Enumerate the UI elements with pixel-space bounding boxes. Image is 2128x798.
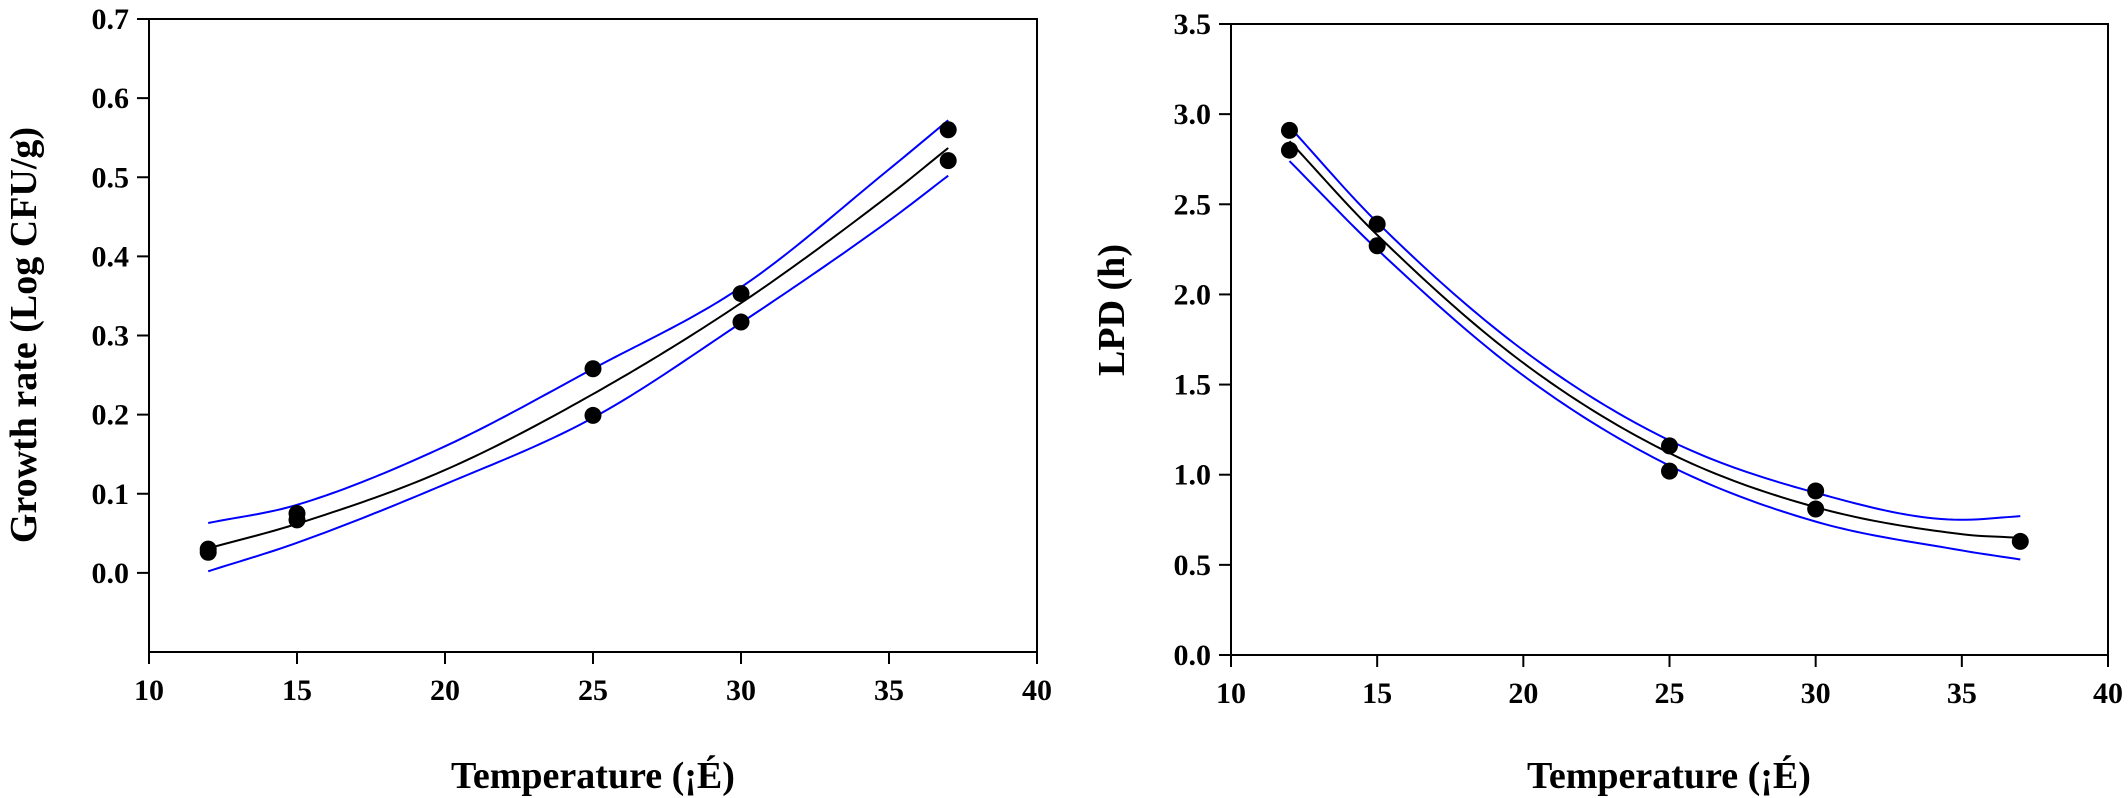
lpd-data-point xyxy=(1280,141,1298,159)
y-tick-label: 0.5 xyxy=(92,161,130,194)
y-tick-label: 0.5 xyxy=(1174,549,1212,582)
chart-panel-lpd: 10 15 20 25 30 35 40 0.0 0.5 1.0 1.5 2.0 2.5 3.0 3.5 T… xyxy=(1091,8,2123,797)
growth-rate-data-point xyxy=(584,360,602,378)
y-tick-label: 0.7 xyxy=(92,3,130,36)
x-tick-label: 35 xyxy=(1947,677,1977,710)
x-axis-title: Temperature (¡É) xyxy=(451,755,735,797)
growth-rate-data-point xyxy=(288,511,306,529)
lpd-data-point xyxy=(1368,215,1386,233)
y-tick-label: 0.6 xyxy=(92,82,130,115)
lpd-data-point xyxy=(2011,532,2029,550)
x-axis-title: Temperature (¡É) xyxy=(1527,755,1811,797)
x-tick-label: 20 xyxy=(430,674,460,707)
growth-rate-marks: 10 15 20 25 30 35 40 0.0 0.1 0.2 0.3 0.4 0.5 0.6 0.7 xyxy=(92,3,1053,707)
lpd-data-point xyxy=(1661,437,1678,455)
growth-rate-upper-confidence-band xyxy=(208,119,949,525)
y-tick-label: 0.1 xyxy=(92,478,130,511)
y-tick-label: 0.4 xyxy=(92,240,130,273)
y-tick-label: 0.0 xyxy=(92,557,130,590)
lpd-lower-confidence-band xyxy=(1288,160,2021,561)
y-tick-label: 2.5 xyxy=(1174,188,1212,221)
x-tick-label: 15 xyxy=(282,674,312,707)
lpd-upper-confidence-band xyxy=(1288,126,2021,521)
y-tick-label: 0.2 xyxy=(92,399,130,432)
x-tick-label: 30 xyxy=(1801,677,1831,710)
y-axis-title: LPD (h) xyxy=(1091,244,1133,376)
growth-rate-data-point xyxy=(939,121,957,139)
lpd-data-point xyxy=(1280,121,1298,139)
y-tick-label: 3.5 xyxy=(1174,8,1212,41)
chart-panel-growth-rate: 10 15 20 25 30 35 40 0.0 0.1 0.2 0.3 0.4 0.5 0.6 0.7 T… xyxy=(3,3,1052,797)
lpd-marks: 10 15 20 25 30 35 40 0.0 0.5 1.0 1.5 2.0 2.5 3.0 3.5 xyxy=(1174,8,2124,710)
y-tick-label: 1.5 xyxy=(1174,369,1212,402)
plot-area-frame xyxy=(1230,23,2109,656)
x-tick-label: 35 xyxy=(874,674,904,707)
y-tick-label: 0.0 xyxy=(1174,639,1212,672)
x-tick-label: 25 xyxy=(578,674,608,707)
x-tick-label: 10 xyxy=(134,674,164,707)
x-tick-label: 15 xyxy=(1362,677,1392,710)
x-tick-label: 10 xyxy=(1216,677,1246,710)
y-axis-title: Growth rate (Log CFU/g) xyxy=(3,127,45,543)
x-tick-label: 40 xyxy=(1022,674,1052,707)
plot-area-frame xyxy=(148,18,1038,653)
lpd-fit-line xyxy=(1288,140,2021,539)
lpd-data-point xyxy=(1807,500,1825,518)
growth-rate-lower-confidence-band xyxy=(207,174,949,573)
y-tick-label: 3.0 xyxy=(1174,98,1212,131)
lpd-data-point xyxy=(1807,482,1825,500)
growth-rate-data-point xyxy=(584,406,602,424)
growth-rate-data-point xyxy=(199,543,217,561)
x-tick-label: 25 xyxy=(1655,677,1685,710)
growth-rate-data-point xyxy=(732,285,750,303)
y-tick-label: 2.0 xyxy=(1174,278,1212,311)
x-tick-label: 40 xyxy=(2093,677,2123,710)
x-tick-label: 20 xyxy=(1508,677,1538,710)
growth-rate-fit-line xyxy=(207,147,949,550)
growth-rate-data-point xyxy=(939,152,957,170)
y-tick-label: 0.3 xyxy=(92,320,130,353)
y-tick-label: 1.0 xyxy=(1174,459,1212,492)
lpd-data-point xyxy=(1661,462,1678,480)
growth-rate-data-point xyxy=(732,313,750,331)
lpd-data-point xyxy=(1368,237,1386,255)
x-tick-label: 30 xyxy=(726,674,756,707)
